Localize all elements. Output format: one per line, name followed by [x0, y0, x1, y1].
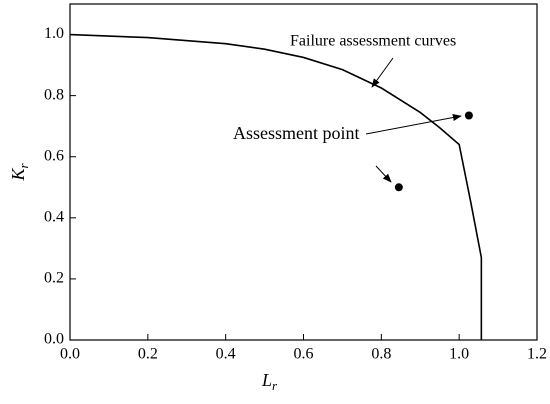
annotation-arrow	[365, 113, 462, 135]
plot-frame	[69, 3, 538, 341]
x-axis-label: Lr	[261, 370, 278, 393]
x-tick-label: 1.2	[527, 346, 547, 363]
y-label-main: K	[8, 168, 28, 182]
x-tick-label: 0.2	[138, 346, 158, 363]
x-tick-label: 0.8	[371, 346, 391, 363]
point	[394, 183, 403, 192]
y-tick-label: 0.0	[44, 331, 64, 348]
annotation: Assessment point	[233, 123, 360, 143]
annotation-arrow	[375, 165, 392, 183]
annotation-arrow	[371, 57, 394, 88]
y-tick-label: 0.2	[44, 270, 64, 287]
y-axis-label: Kr	[8, 163, 31, 182]
x-tick-label: 1.0	[449, 346, 469, 363]
curve	[69, 33, 483, 340]
annotation: Failure assessment curves	[290, 33, 456, 50]
y-tick-label: 0.6	[44, 147, 64, 164]
y-tick-label: 0.4	[44, 208, 64, 225]
x-tick-label: 0.0	[60, 346, 80, 363]
x-label-main: L	[261, 370, 272, 390]
x-label-sub: r	[272, 378, 278, 393]
x-tick-label: 0.4	[216, 346, 236, 363]
y-tick-label: 0.8	[44, 86, 64, 103]
y-tick-label: 1.0	[44, 25, 64, 42]
x-tick-label: 0.6	[294, 346, 314, 363]
y-label-sub: r	[16, 163, 31, 169]
point	[464, 111, 473, 120]
